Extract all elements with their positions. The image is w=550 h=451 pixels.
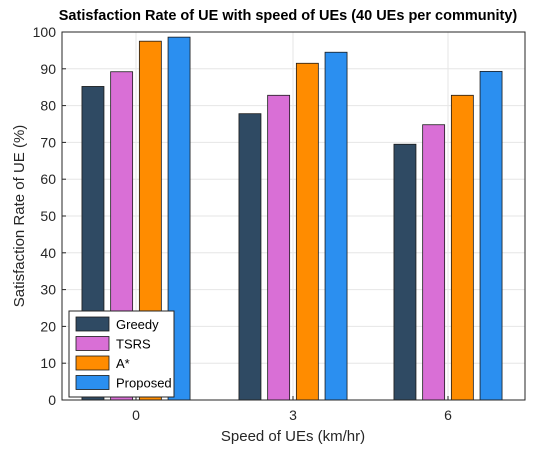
legend: Greedy TSRS A* Proposed	[68, 310, 175, 398]
x-tick-label: 3	[289, 407, 297, 423]
y-tick-label: 20	[40, 318, 56, 334]
legend-label: A*	[116, 356, 130, 371]
y-tick-label: 50	[40, 208, 56, 224]
bar-greedy-3	[238, 113, 262, 401]
bar-proposed-6	[479, 70, 503, 401]
y-tick-label: 30	[40, 282, 56, 298]
legend-swatch	[75, 355, 110, 371]
chart-title: Satisfaction Rate of UE with speed of UE…	[59, 8, 518, 24]
bar-a-6	[450, 94, 474, 401]
bar-proposed-3	[324, 51, 348, 401]
y-axis-ticks: 0 10 20 30 40 50 60 70 80 90 100	[33, 24, 66, 408]
legend-swatch	[75, 375, 110, 390]
x-tick-label: 0	[132, 407, 140, 423]
bar-a-3	[295, 62, 319, 401]
y-tick-label: 70	[40, 134, 56, 150]
y-tick-label: 90	[40, 61, 56, 77]
y-tick-label: 100	[33, 24, 57, 40]
legend-swatch	[75, 336, 110, 351]
legend-label: Proposed	[116, 376, 172, 391]
legend-swatch	[75, 316, 110, 332]
bar-tsrs-3	[267, 94, 291, 401]
y-tick-label: 0	[48, 392, 56, 408]
y-tick-label: 80	[40, 98, 56, 114]
y-axis-label: Satisfaction Rate of UE (%)	[11, 125, 28, 308]
y-tick-label: 60	[40, 171, 56, 187]
legend-label: Greedy	[116, 317, 159, 332]
legend-label: TSRS	[116, 337, 151, 352]
x-tick-label: 6	[444, 407, 452, 423]
bar-tsrs-6	[422, 124, 446, 401]
x-axis-label: Speed of UEs (km/hr)	[221, 428, 365, 445]
y-tick-label: 10	[40, 355, 56, 371]
y-tick-label: 40	[40, 245, 56, 261]
bar-greedy-6	[393, 143, 417, 401]
